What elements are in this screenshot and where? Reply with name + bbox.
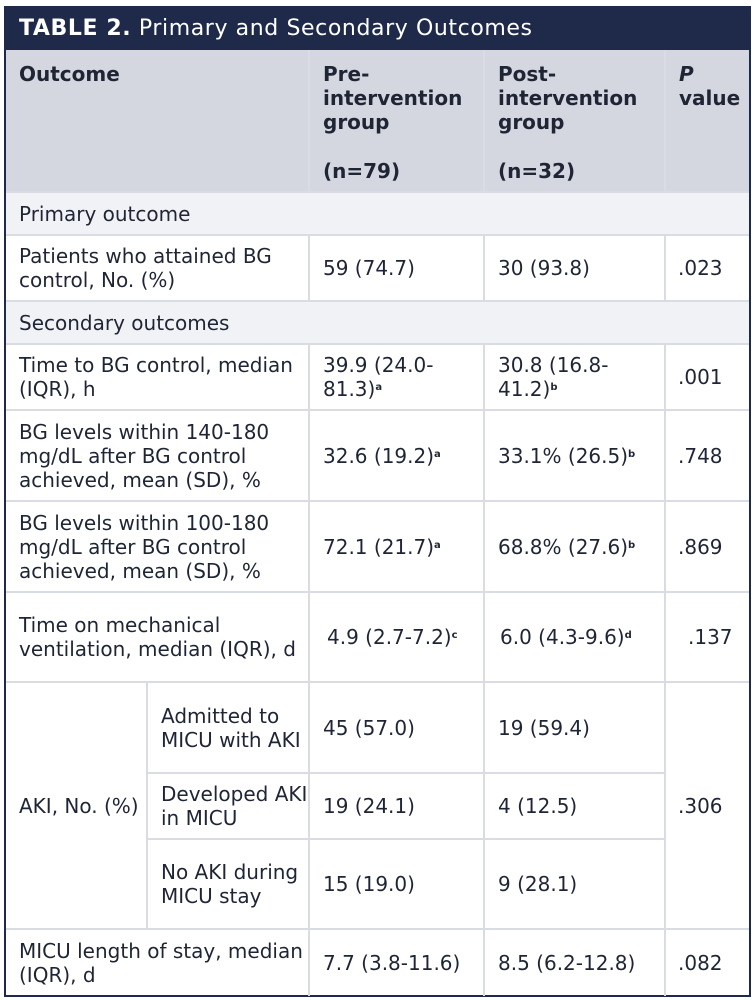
footnote-mark: a (434, 539, 441, 551)
footnote-mark: b (628, 539, 636, 551)
pre-value: 45 (57.0) (308, 681, 485, 774)
section-primary: Primary outcome (6, 191, 749, 236)
post-value: 30 (93.8) (483, 234, 666, 302)
pre-cell: 32.6 (19.2)a (308, 409, 485, 502)
post-value: 9 (28.1) (483, 838, 665, 930)
header-pre-line2: intervention (323, 86, 463, 110)
header-post-n: (n=32) (498, 159, 576, 183)
row-label: MICU length of stay, median (IQR), d (6, 928, 310, 996)
table-title: TABLE 2. Primary and Secondary Outcomes (6, 8, 749, 50)
header-pre-line3: group (323, 110, 390, 134)
outcomes-table: Outcome Pre- intervention group (n=79) P… (6, 50, 749, 996)
pre-value: 15 (19.0) (308, 838, 485, 930)
footnote-mark: c (451, 630, 458, 641)
sub-label: Developed AKI in MICU (147, 772, 310, 840)
post-value: 19 (59.4) (483, 681, 666, 774)
row-label: AKI, No. (%) (6, 681, 148, 930)
table-row: Patients who attained BG control, No. (%… (6, 234, 749, 302)
post-cell: 6.0 (4.3-9.6)d (483, 591, 666, 683)
table-number: TABLE 2. (19, 16, 132, 41)
p-value: .869 (664, 500, 749, 593)
sub-label: Admitted to MICU with AKI (146, 681, 310, 774)
header-post-line1: Post- (498, 62, 557, 86)
header-pre-line1: Pre- (323, 62, 370, 86)
header-p-word: value (679, 86, 741, 110)
post-value: 68.8% (27.6) (498, 534, 629, 559)
footnote-mark: d (624, 630, 632, 641)
post-cell: 68.8% (27.6)b (483, 500, 666, 593)
header-pre-n: (n=79) (323, 159, 401, 183)
post-value: 30.8 (16.8-41.2) (498, 353, 609, 401)
row-label: BG levels within 100-180 mg/dL after BG … (6, 500, 310, 593)
table-frame: TABLE 2. Primary and Secondary Outcomes … (4, 6, 751, 997)
section-secondary: Secondary outcomes (6, 300, 749, 345)
footnote-mark: a (375, 382, 383, 393)
p-value: .082 (664, 928, 749, 996)
table-row: MICU length of stay, median (IQR), d 7.7… (6, 928, 749, 996)
header-post-line2: intervention (498, 86, 638, 110)
post-value: 8.5 (6.2-12.8) (483, 928, 666, 996)
table-row: AKI, No. (%) Admitted to MICU with AKI 4… (6, 681, 749, 930)
post-cell: 30.8 (16.8-41.2)b (483, 343, 666, 411)
p-value: .137 (664, 591, 749, 683)
table-row: Developed AKI in MICU 19 (24.1) 4 (12.5) (6, 772, 749, 840)
pre-value: 7.7 (3.8-11.6) (308, 928, 485, 996)
post-value: 6.0 (4.3-9.6) (500, 625, 625, 649)
header-post-line3: group (498, 110, 565, 134)
pre-value: 19 (24.1) (308, 772, 485, 840)
section-row: Primary outcome (6, 191, 749, 236)
table-row: Time to BG control, median (IQR), h 39.9… (6, 343, 749, 411)
header-outcome: Outcome (6, 50, 310, 193)
pre-value: 59 (74.7) (308, 234, 485, 302)
section-row: Secondary outcomes (6, 300, 749, 345)
header-post: Post- intervention group (n=32) (483, 50, 666, 193)
row-label: BG levels within 140-180 mg/dL after BG … (6, 409, 310, 502)
header-p-value: P value (664, 50, 749, 193)
footnote-mark: b (550, 382, 558, 393)
p-value: .748 (664, 409, 749, 502)
footnote-mark: b (628, 448, 636, 460)
footnote-mark: a (434, 448, 441, 460)
table-row: BG levels within 100-180 mg/dL after BG … (6, 500, 749, 593)
p-value: .306 (664, 681, 749, 930)
p-value: .023 (664, 234, 749, 302)
row-label: Patients who attained BG control, No. (%… (6, 234, 310, 302)
pre-value: 32.6 (19.2) (323, 443, 435, 468)
pre-value: 4.9 (2.7-7.2) (327, 625, 452, 649)
row-label: Time to BG control, median (IQR), h (6, 343, 310, 411)
header-pre: Pre- intervention group (n=79) (308, 50, 485, 193)
pre-cell: 39.9 (24.0-81.3)a (308, 343, 485, 411)
pre-cell: 4.9 (2.7-7.2)c (308, 591, 485, 683)
table-row: Time on mechanical ventilation, median (… (6, 591, 749, 683)
p-value: .001 (664, 343, 749, 411)
post-value: 33.1% (26.5) (498, 443, 629, 468)
post-cell: 33.1% (26.5)b (483, 409, 666, 502)
row-label: Time on mechanical ventilation, median (… (6, 591, 310, 683)
header-p-letter: P (679, 62, 694, 86)
post-value: 4 (12.5) (483, 772, 665, 840)
header-row: Outcome Pre- intervention group (n=79) P… (6, 50, 749, 193)
pre-value: 39.9 (24.0-81.3) (323, 353, 434, 401)
pre-cell: 72.1 (21.7)a (308, 500, 485, 593)
sub-label: No AKI during MICU stay (147, 838, 310, 930)
table-caption: Primary and Secondary Outcomes (138, 16, 533, 41)
table-row: BG levels within 140-180 mg/dL after BG … (6, 409, 749, 502)
table-row: No AKI during MICU stay 15 (19.0) 9 (28.… (6, 838, 749, 930)
pre-value: 72.1 (21.7) (323, 534, 435, 559)
